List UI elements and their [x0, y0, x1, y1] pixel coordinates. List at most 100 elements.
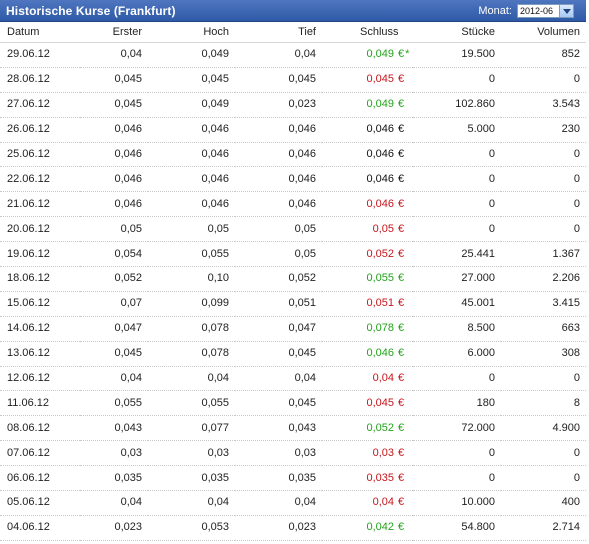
low-price-cell: 0,05	[235, 216, 322, 243]
pieces-cell: 0	[413, 465, 501, 492]
currency-symbol: €	[398, 372, 405, 385]
first-price-cell: 0,023	[80, 540, 148, 544]
table-row: 29.06.12 0,04 0,049 0,04 0,049 €* 19.500 852	[0, 42, 586, 68]
table-row: 22.06.12 0,046 0,046 0,046 0,046 €0 0	[0, 166, 586, 193]
pieces-cell: 102.860	[413, 92, 501, 118]
volume-cell: 4.900	[501, 415, 586, 442]
volume-cell: 0	[501, 440, 586, 467]
pieces-cell: 0	[413, 366, 501, 392]
currency-symbol: €	[398, 197, 405, 210]
close-price-cell: 0,042 €	[322, 515, 413, 541]
close-price-cell: 0,052 €	[322, 241, 413, 268]
currency-symbol: €	[398, 396, 405, 409]
first-price-cell: 0,054	[80, 241, 148, 268]
close-price-cell: 0,03 €	[322, 440, 413, 467]
low-price-cell: 0,046	[235, 117, 322, 143]
close-price-value: 0,045	[366, 73, 394, 86]
first-price-cell: 0,07	[80, 291, 148, 317]
pieces-cell: 54.800	[413, 515, 501, 541]
close-price-value: 0,055	[366, 272, 394, 285]
low-price-cell: 0,046	[235, 166, 322, 193]
volume-cell: 3.415	[501, 291, 586, 317]
close-price-value: 0,042	[366, 521, 394, 534]
low-price-cell: 0,03	[235, 440, 322, 467]
high-price-cell: 0,077	[148, 415, 235, 442]
month-select[interactable]: 2012-06	[517, 3, 574, 18]
historical-prices-table: Datum Erster Hoch Tief Schluss Stücke Vo…	[0, 22, 586, 544]
volume-cell: 663	[501, 316, 586, 342]
first-price-cell: 0,045	[80, 92, 148, 118]
table-header-row: Datum Erster Hoch Tief Schluss Stücke Vo…	[0, 22, 586, 43]
currency-symbol: €	[398, 421, 405, 434]
currency-symbol: €	[398, 148, 405, 160]
high-price-cell: 0,04	[148, 366, 235, 392]
close-price-cell: 0,04 €	[322, 490, 413, 516]
date-cell: 28.06.12	[0, 67, 80, 93]
close-price-value: 0,045	[366, 396, 394, 409]
high-price-cell: 0,078	[148, 316, 235, 342]
close-price-cell: 0,046 €	[322, 117, 413, 143]
pieces-cell: 0	[413, 540, 501, 544]
date-cell: 06.06.12	[0, 465, 80, 492]
pieces-cell: 0	[413, 191, 501, 218]
date-cell: 05.06.12	[0, 490, 80, 516]
first-price-cell: 0,055	[80, 390, 148, 417]
date-cell: 19.06.12	[0, 241, 80, 268]
close-price-value: 0,052	[366, 421, 394, 434]
high-price-cell: 0,04	[148, 490, 235, 516]
close-price-cell: 0,049 €	[322, 92, 413, 118]
pieces-cell: 45.001	[413, 291, 501, 317]
column-header-high: Hoch	[148, 22, 235, 43]
close-price-cell: 0,046 €	[322, 166, 413, 193]
date-cell: 14.06.12	[0, 316, 80, 342]
currency-symbol: €	[398, 123, 405, 136]
chevron-down-icon[interactable]	[559, 4, 573, 17]
close-price-value: 0,078	[366, 322, 394, 335]
panel-header: Historische Kurse (Frankfurt) Monat: 201…	[0, 0, 586, 22]
low-price-cell: 0,04	[235, 366, 322, 392]
close-price-cell: 0,035 €	[322, 465, 413, 492]
pieces-cell: 0	[413, 67, 501, 93]
currency-symbol: €	[398, 446, 405, 459]
low-price-cell: 0,046	[235, 191, 322, 218]
date-cell: 18.06.12	[0, 266, 80, 292]
volume-cell: 0	[501, 540, 586, 544]
close-price-cell: 0,078 €	[322, 316, 413, 342]
currency-symbol: €	[398, 297, 405, 310]
close-price-cell: 0,051 €	[322, 291, 413, 317]
table-row: 05.06.12 0,04 0,04 0,04 0,04 €10.000 400	[0, 490, 586, 516]
first-price-cell: 0,047	[80, 316, 148, 342]
table-row: 25.06.12 0,046 0,046 0,046 0,046 €0 0	[0, 142, 586, 168]
volume-cell: 8	[501, 390, 586, 417]
first-price-cell: 0,04	[80, 366, 148, 392]
close-price-value: 0,05	[372, 222, 394, 235]
volume-cell: 0	[501, 366, 586, 392]
volume-cell: 0	[501, 166, 586, 193]
table-row: 07.06.12 0,03 0,03 0,03 0,03 €0 0	[0, 440, 586, 467]
low-price-cell: 0,045	[235, 390, 322, 417]
currency-symbol: €	[398, 48, 405, 61]
volume-cell: 0	[501, 465, 586, 492]
close-price-value: 0,03	[372, 446, 394, 459]
low-price-cell: 0,051	[235, 291, 322, 317]
volume-cell: 400	[501, 490, 586, 516]
first-price-cell: 0,035	[80, 465, 148, 492]
currency-symbol: €	[398, 247, 405, 260]
table-row: 27.06.12 0,045 0,049 0,023 0,049 €102.860 3.54…	[0, 92, 586, 118]
currency-symbol: €	[398, 172, 405, 185]
low-price-cell: 0,046	[235, 142, 322, 168]
currency-symbol: €	[398, 73, 405, 86]
close-price-cell: 0,055 €	[322, 266, 413, 292]
date-cell: 08.06.12	[0, 415, 80, 442]
table-row: 14.06.12 0,047 0,078 0,047 0,078 €8.500 663	[0, 316, 586, 342]
first-price-cell: 0,03	[80, 440, 148, 467]
low-price-cell: 0,023	[235, 515, 322, 541]
close-price-cell: 0,04 €	[322, 366, 413, 392]
volume-cell: 3.543	[501, 92, 586, 118]
high-price-cell: 0,055	[148, 241, 235, 268]
close-marker: *	[405, 48, 410, 61]
date-cell: 22.06.12	[0, 166, 80, 193]
low-price-cell: 0,023	[235, 92, 322, 118]
currency-symbol: €	[398, 272, 405, 285]
